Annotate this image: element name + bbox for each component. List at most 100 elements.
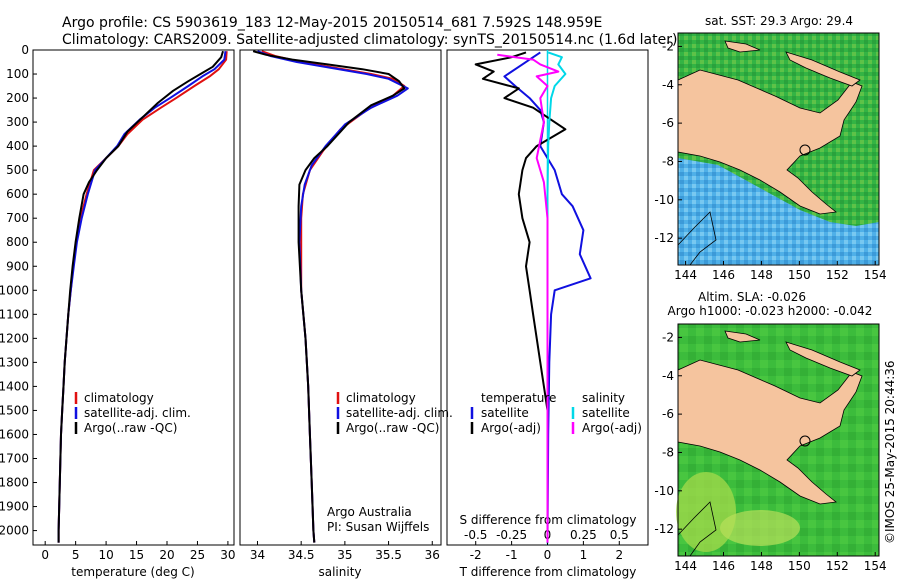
map-y-tick-label: -4 bbox=[662, 78, 674, 92]
series-line bbox=[546, 51, 567, 543]
x-tick-label: 34 bbox=[250, 548, 265, 562]
x-tick-label: 30 bbox=[220, 548, 235, 562]
sla-map-title-1: Altim. SLA: -0.026 bbox=[698, 290, 806, 304]
sst-map-axes: 144 146 148 150 152 154 -2 -4 -6 -8 -10 -12 bbox=[654, 39, 886, 282]
depth-axis: 0 100 200 300 400 500 600 700 800 900 1000 1100 1200… bbox=[0, 43, 37, 538]
t-difference-axis-title: T difference from climatology bbox=[459, 565, 637, 579]
header-line-1: Argo profile: CS 5903619_183 12-May-2015… bbox=[62, 15, 602, 31]
map-y-tick-label: -8 bbox=[662, 445, 674, 459]
sla-land-new-guinea bbox=[677, 359, 863, 505]
depth-tick-label: 900 bbox=[6, 259, 29, 273]
map-x-tick-label: 146 bbox=[712, 559, 735, 573]
x-tick-label: 35.5 bbox=[375, 548, 402, 562]
series-line bbox=[261, 50, 406, 543]
map-x-tick-label: 148 bbox=[750, 268, 773, 282]
depth-tick-label: 2000 bbox=[0, 524, 29, 538]
depth-tick-label: 500 bbox=[6, 163, 29, 177]
salinity-curves bbox=[252, 50, 409, 543]
credit-line-1: Argo Australia bbox=[327, 505, 412, 519]
x-tick-label: 5 bbox=[72, 548, 80, 562]
t-tick-label: 1 bbox=[580, 548, 588, 562]
map-x-tick-label: 150 bbox=[788, 268, 811, 282]
x-tick-label: 20 bbox=[159, 548, 174, 562]
t-tick-label: 0 bbox=[544, 548, 552, 562]
sst-map-frame bbox=[677, 32, 880, 266]
s-tick-label: -0.25 bbox=[496, 528, 527, 542]
depth-tick-label: 1400 bbox=[0, 379, 29, 393]
header-line-2: Climatology: CARS2009. Satellite-adjuste… bbox=[62, 32, 677, 48]
legend-climatology-label: climatology bbox=[84, 391, 154, 405]
map-x-tick-label: 144 bbox=[674, 559, 697, 573]
sla-land-island bbox=[724, 330, 761, 343]
x-tick-label: 10 bbox=[98, 548, 113, 562]
depth-tick-label: 0 bbox=[21, 43, 29, 57]
depth-tick-label: 100 bbox=[6, 67, 29, 81]
map-x-tick-label: 148 bbox=[750, 559, 773, 573]
depth-tick-label: 1500 bbox=[0, 403, 29, 417]
s-tick-label: 0.25 bbox=[570, 528, 597, 542]
depth-tick-label: 1900 bbox=[0, 500, 29, 514]
depth-tick-label: 1700 bbox=[0, 451, 29, 465]
depth-tick-label: 1100 bbox=[0, 307, 29, 321]
map-x-tick-label: 154 bbox=[864, 268, 887, 282]
salinity-panel-frame bbox=[239, 49, 442, 546]
difference-legend: temperature salinity satellite Argo(-adj… bbox=[470, 391, 642, 435]
map-y-tick-label: -2 bbox=[662, 39, 674, 53]
map-x-tick-label: 154 bbox=[864, 559, 887, 573]
series-line bbox=[497, 53, 560, 543]
salinity-axis-title: salinity bbox=[318, 565, 361, 579]
x-tick-label: 25 bbox=[190, 548, 205, 562]
sla-yellow-patch bbox=[676, 472, 736, 552]
x-tick-label: 0 bbox=[41, 548, 49, 562]
sst-land-new-guinea bbox=[677, 69, 863, 215]
series-line bbox=[57, 51, 227, 543]
legend-salinity-heading: salinity bbox=[582, 391, 625, 405]
t-tick-label: -2 bbox=[470, 548, 482, 562]
sla-map-title-2: Argo h1000: -0.023 h2000: -0.042 bbox=[668, 304, 873, 318]
x-tick-label: 35 bbox=[337, 548, 352, 562]
sst-map-title: sat. SST: 29.3 Argo: 29.4 bbox=[705, 14, 853, 28]
legend-argo-label: Argo(..raw -QC) bbox=[84, 421, 177, 435]
series-line bbox=[57, 51, 228, 543]
depth-tick-label: 1600 bbox=[0, 427, 29, 441]
depth-tick-label: 800 bbox=[6, 235, 29, 249]
series-line bbox=[252, 50, 406, 543]
legend-satellite-label: satellite-adj. clim. bbox=[84, 406, 191, 420]
s-tick-label: -0.5 bbox=[464, 528, 487, 542]
map-y-tick-label: -12 bbox=[654, 231, 674, 245]
map-y-tick-label: -8 bbox=[662, 154, 674, 168]
temperature-legend: climatology satellite-adj. clim. Argo(..… bbox=[74, 391, 191, 435]
credit-line-2: PI: Susan Wijffels bbox=[327, 520, 429, 534]
temperature-curves bbox=[57, 50, 228, 543]
x-tick-label: 36 bbox=[425, 548, 440, 562]
legend-temp-argo-label: Argo(-adj) bbox=[481, 421, 541, 435]
legend-temperature-heading: temperature bbox=[481, 391, 556, 405]
depth-tick-label: 700 bbox=[6, 211, 29, 225]
depth-tick-label: 200 bbox=[6, 91, 29, 105]
legend-temp-satellite-label: satellite bbox=[481, 406, 529, 420]
legend-satellite-label: satellite-adj. clim. bbox=[346, 406, 453, 420]
legend-argo-label: Argo(..raw -QC) bbox=[346, 421, 439, 435]
sst-map bbox=[677, 32, 880, 266]
salinity-axis: 34 34.5 35 35.5 36 bbox=[250, 541, 440, 562]
map-x-tick-label: 150 bbox=[788, 559, 811, 573]
depth-tick-label: 1300 bbox=[0, 355, 29, 369]
sst-warm-sea bbox=[678, 158, 879, 265]
map-y-tick-label: -10 bbox=[654, 193, 674, 207]
sla-land-new-ireland bbox=[785, 341, 861, 377]
difference-curves bbox=[474, 51, 592, 543]
t-tick-label: 2 bbox=[615, 548, 623, 562]
sst-float-marker bbox=[799, 144, 811, 156]
series-line bbox=[503, 51, 592, 543]
sla-map bbox=[676, 323, 880, 557]
legend-sal-argo-label: Argo(-adj) bbox=[582, 421, 642, 435]
t-tick-label: -1 bbox=[506, 548, 518, 562]
series-line bbox=[474, 51, 567, 543]
sla-map-frame bbox=[677, 323, 880, 557]
temperature-axis: 0 5 10 15 20 25 30 bbox=[41, 541, 236, 562]
map-y-tick-label: -4 bbox=[662, 369, 674, 383]
depth-tick-label: 1000 bbox=[0, 283, 29, 297]
x-tick-label: 34.5 bbox=[288, 548, 315, 562]
sla-float-marker bbox=[799, 435, 811, 447]
